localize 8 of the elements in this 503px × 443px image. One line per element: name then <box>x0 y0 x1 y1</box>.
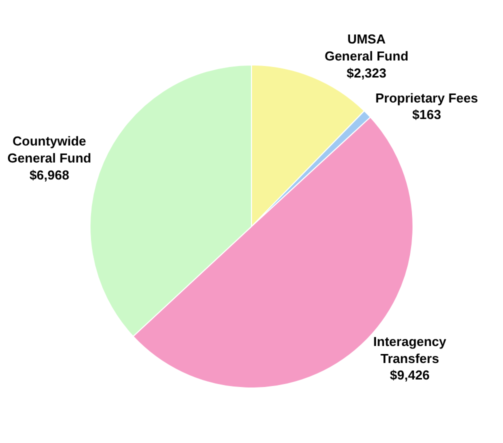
slice-label: Proprietary Fees <box>375 90 478 106</box>
slice-label: Countywide General Fund <box>7 134 92 166</box>
data-label: $2,323 <box>346 65 386 80</box>
slice-label: UMSA General Fund <box>324 32 408 64</box>
data-label: $6,968 <box>29 167 70 182</box>
data-label: $9,426 <box>390 368 430 383</box>
data-label: $163 <box>412 107 442 122</box>
slice-label: Interagency Transfers <box>373 334 448 366</box>
